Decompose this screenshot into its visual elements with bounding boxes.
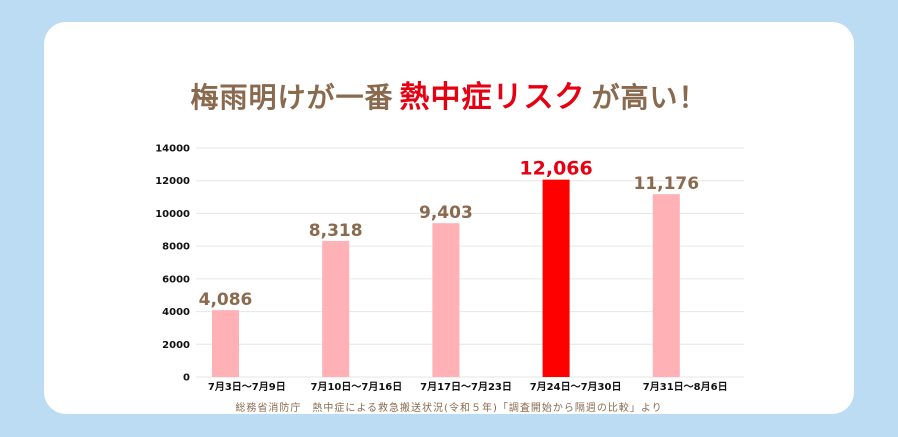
bar (322, 240, 350, 377)
data-labels: 4,086 8,318 9,403 12,066 11,176 (199, 158, 699, 311)
y-tick-label: 10000 (155, 209, 190, 220)
y-tick-label: 4000 (162, 307, 190, 318)
x-axis-labels: 7月3日〜7月9日 7月10日〜7月16日 7月17日〜7月23日 7月24日〜7月3… (208, 381, 728, 393)
chart-title: 梅雨明けが一番 熱中症リスク が高い！ (0, 72, 898, 116)
y-tick-label: 12000 (155, 176, 190, 187)
bar (542, 179, 570, 377)
y-tick-label: 2000 (162, 340, 190, 351)
bars (212, 179, 680, 377)
data-label: 8,318 (309, 221, 363, 241)
x-tick-label: 7月24日〜7月30日 (530, 381, 622, 393)
bar (652, 194, 680, 377)
grid-lines (196, 147, 744, 378)
x-tick-label: 7月17日〜7月23日 (420, 381, 512, 393)
y-tick-label: 8000 (162, 242, 190, 253)
data-label: 9,403 (419, 203, 473, 223)
y-tick-label: 14000 (155, 144, 190, 155)
title-highlight: 熱中症リスク (399, 80, 586, 115)
x-tick-label: 7月31日〜8月6日 (643, 381, 728, 393)
title-before: 梅雨明けが一番 (190, 81, 394, 114)
title-after: が高い！ (591, 81, 708, 114)
data-label: 4,086 (199, 290, 253, 310)
x-tick-label: 7月10日〜7月16日 (311, 381, 403, 393)
y-tick-label: 6000 (162, 274, 190, 285)
data-label: 12,066 (519, 158, 592, 180)
data-label: 11,176 (633, 174, 699, 194)
y-tick-label: 0 (183, 373, 190, 384)
bar (212, 310, 239, 377)
bar (432, 223, 460, 377)
x-tick-label: 7月3日〜7月9日 (208, 381, 286, 393)
y-axis-ticks: 0 2000 4000 6000 8000 10000 12000 14000 (155, 144, 190, 384)
source-note: 総務省消防庁 熱中症による救急搬送状況(令和５年)「調査開始から隔週の比較」より (235, 403, 663, 414)
